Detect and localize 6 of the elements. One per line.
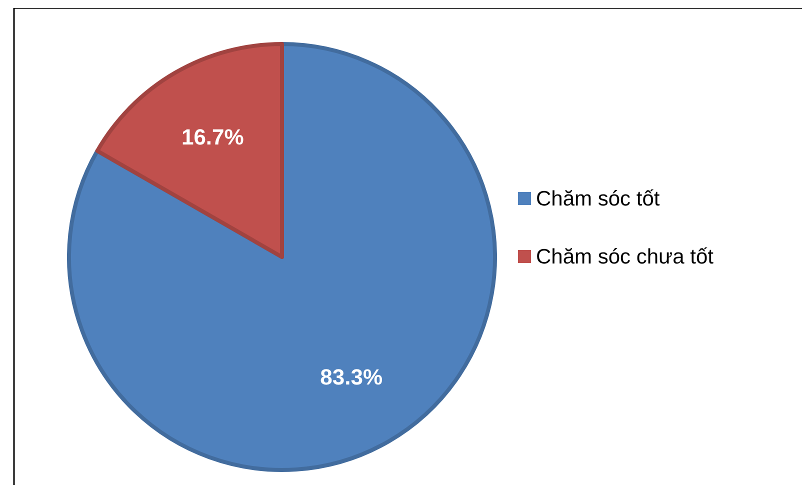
legend-label: Chăm sóc chưa tốt xyxy=(536,246,714,268)
pie-slice xyxy=(67,42,497,472)
data-label: 83.3% xyxy=(320,364,383,390)
pie-slice xyxy=(95,42,284,259)
data-label: 16.7% xyxy=(181,124,244,150)
legend-label: Chăm sóc tốt xyxy=(536,188,660,210)
